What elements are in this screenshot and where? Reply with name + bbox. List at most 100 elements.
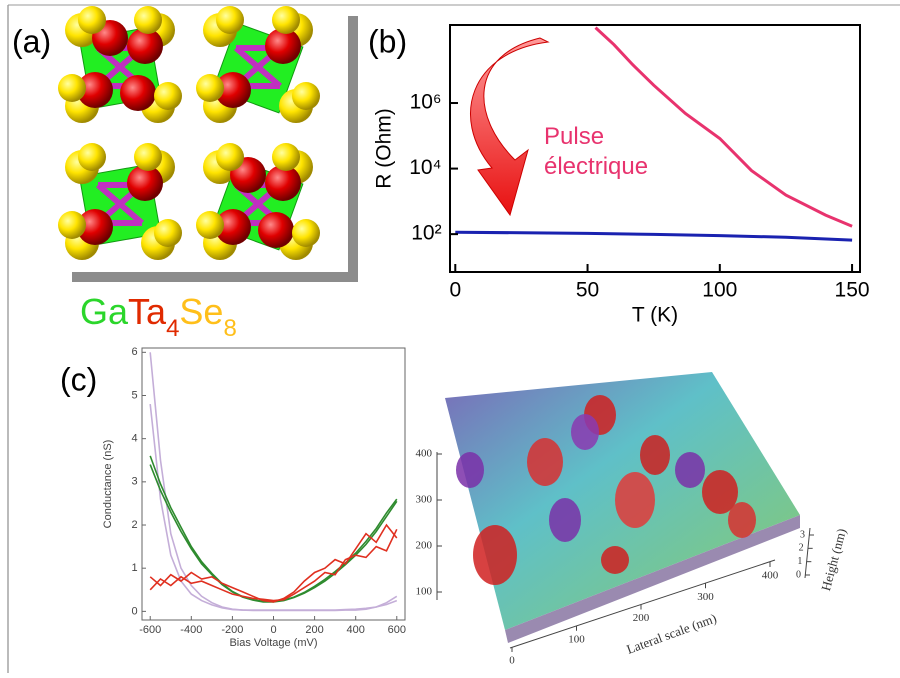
panel-label: (c)	[60, 361, 97, 397]
surface-feature	[473, 525, 517, 585]
x-tick-label: 400	[347, 624, 365, 636]
surface-feature	[549, 498, 581, 542]
annotation-line: Pulse	[544, 123, 604, 150]
x-tick-label: 0	[270, 624, 276, 636]
se-atom	[78, 6, 106, 34]
x-tick-label: 0	[449, 278, 461, 301]
crystal-structure	[58, 6, 320, 260]
surface-edge	[505, 515, 800, 643]
axis	[509, 559, 776, 649]
ta-atom	[77, 72, 113, 108]
formula-part: Se	[179, 291, 223, 332]
x-tick-label: 200	[633, 612, 650, 624]
ta-atom	[258, 212, 294, 248]
x-tick-label: 150	[835, 278, 870, 301]
x-tick-label: 400	[762, 570, 779, 582]
se-atom	[216, 143, 244, 171]
formula-part: Ga	[80, 291, 129, 332]
se-atom	[292, 82, 320, 110]
ta-atom	[265, 28, 301, 64]
y-tick-label: 5	[131, 389, 137, 401]
x-tick-label: 100	[568, 633, 585, 645]
surface-feature	[640, 435, 670, 475]
plot-frame	[141, 347, 406, 621]
ta-atom	[120, 75, 156, 111]
surface-feature	[702, 470, 738, 514]
se-atom	[58, 211, 86, 239]
y-tick-label: 300	[416, 494, 433, 506]
se-atom	[272, 6, 300, 34]
y-tick-label: 1	[131, 562, 137, 574]
y-axis-label: Conductance (nS)	[102, 440, 114, 529]
x-tick-label: -600	[139, 624, 161, 636]
formula: GaTa4Se8	[80, 291, 237, 343]
se-atom	[134, 143, 162, 171]
x-axis-label: Bias Voltage (mV)	[229, 637, 317, 649]
z-tick-label: 0	[796, 569, 801, 580]
x-axis-label: T (K)	[632, 304, 678, 327]
se-atom	[196, 211, 224, 239]
ta-atom	[127, 165, 163, 201]
z-tick-label: 2	[799, 543, 804, 554]
surface-feature	[601, 546, 629, 574]
surface-feature	[527, 438, 563, 486]
ta-atom	[77, 209, 113, 245]
x-tick-label: 100	[702, 278, 737, 301]
series-line	[455, 230, 853, 242]
surface-feature	[675, 452, 705, 488]
se-atom	[134, 6, 162, 34]
y-tick-label: 400	[416, 448, 433, 460]
series-line	[594, 26, 853, 228]
series-line	[149, 404, 398, 611]
ta-atom	[215, 72, 251, 108]
y-axis-label: R (Ohm)	[372, 108, 395, 189]
formula-part: 4	[166, 315, 179, 342]
axis	[804, 527, 811, 579]
y-tick-label: 100	[416, 586, 433, 598]
pulse-arrow	[470, 37, 550, 217]
annotation: Pulse électrique	[544, 123, 648, 180]
x-tick-label: 200	[305, 624, 323, 636]
surface-feature	[728, 502, 756, 538]
panel-label: (a)	[12, 23, 51, 59]
y-tick-label: 10²	[411, 222, 441, 245]
ta-atom	[265, 165, 301, 201]
series-line	[149, 523, 398, 603]
formula-part: Ta	[128, 291, 167, 332]
se-atom	[196, 74, 224, 102]
se-atom	[272, 143, 300, 171]
surface-feature	[571, 414, 599, 450]
se-atom	[292, 219, 320, 247]
panel-label: (b)	[368, 23, 407, 59]
se-atom	[154, 82, 182, 110]
ta-atom	[127, 28, 163, 64]
z-tick-label: 3	[800, 529, 805, 540]
z-tick-label: 1	[797, 556, 802, 567]
y-tick-label: 4	[131, 433, 137, 445]
se-atom	[216, 6, 244, 34]
surface-feature	[615, 472, 655, 528]
y-tick-label: 2	[131, 519, 137, 531]
plot-frame	[449, 24, 861, 273]
y-tick-label: 10⁶	[410, 91, 442, 114]
z-axis-label: Height (nm)	[818, 527, 849, 593]
se-atom	[58, 74, 86, 102]
surface-feature	[456, 452, 484, 488]
ta-atom	[215, 209, 251, 245]
annotation-line: électrique	[544, 153, 648, 180]
y-tick-label: 3	[131, 476, 137, 488]
series-line	[149, 528, 398, 602]
x-tick-label: 300	[697, 591, 714, 603]
se-atom	[154, 219, 182, 247]
x-tick-label: -400	[180, 624, 202, 636]
x-tick-label: 600	[388, 624, 406, 636]
series-line	[149, 352, 398, 612]
y-tick-label: 6	[131, 346, 137, 358]
x-tick-label: 0	[509, 655, 515, 667]
y-tick-label: 200	[416, 540, 433, 552]
formula-part: 8	[223, 315, 236, 342]
y-tick-label: 0	[131, 605, 137, 617]
x-tick-label: 50	[576, 278, 599, 301]
